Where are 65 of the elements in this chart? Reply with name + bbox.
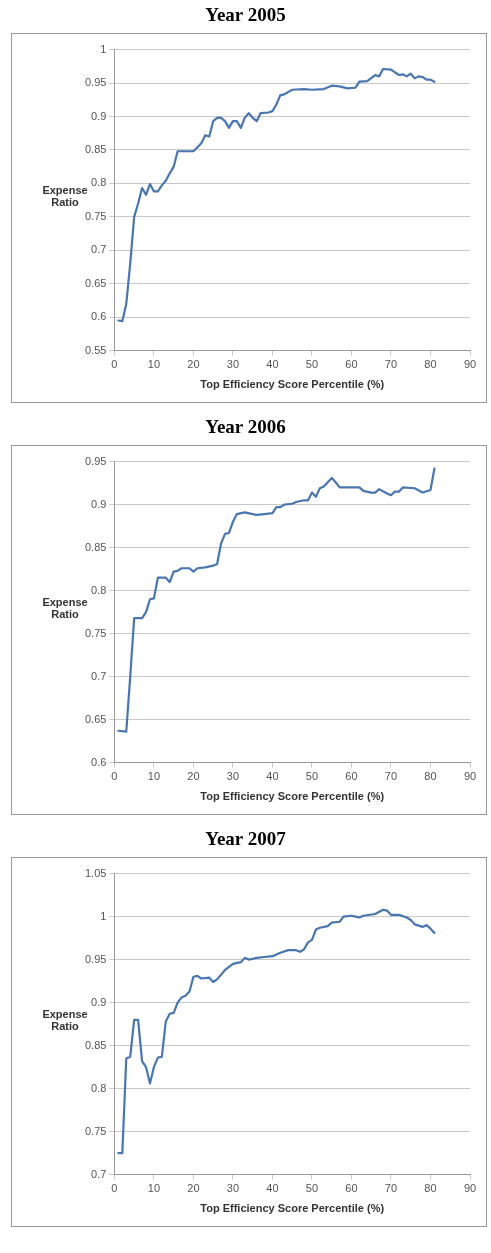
y-tick-label: 0.65 [84,712,107,725]
y-tick-label: 0.65 [84,276,107,289]
y-axis-title: Expense Ratio [41,1008,89,1032]
x-tick-label: 0 [111,358,118,371]
x-tick-label: 70 [384,1182,398,1195]
chart-title: Year 2007 [204,827,287,851]
y-tick-label: 0.7 [91,669,107,682]
x-tick-label: 60 [345,770,358,783]
y-tick-label: 0.8 [91,1081,107,1094]
x-axis-title: Top Efficiency Score Percentile (%) [200,378,385,391]
x-tick-label: 20 [187,358,200,371]
x-tick-label: 40 [266,1182,279,1195]
x-tick-label: 10 [147,1182,161,1195]
y-tick-label: 0.75 [84,209,107,222]
x-tick-label: 0 [111,770,118,783]
x-axis-title: Top Efficiency Score Percentile (%) [200,790,385,803]
x-tick-label: 20 [187,1182,200,1195]
x-tick-label: 50 [305,1182,319,1195]
x-tick-label: 40 [266,770,279,783]
x-tick-label: 0 [111,1182,118,1195]
x-tick-label: 50 [305,358,319,371]
x-tick-label: 30 [226,358,240,371]
x-tick-label: 90 [463,358,477,371]
y-axis-title: Expense Ratio [42,184,88,208]
chart-title: Year 2005 [204,3,287,27]
x-tick-label: 60 [345,358,358,371]
x-axis-title: Top Efficiency Score Percentile (%) [200,1202,385,1215]
x-tick-label: 60 [345,1182,358,1195]
y-tick-label: 0.6 [91,310,107,323]
x-tick-label: 70 [384,770,398,783]
y-tick-label: 0.9 [91,109,107,122]
y-tick-label: 0.7 [91,1167,107,1180]
y-axis-title: Expense Ratio [41,596,89,620]
x-tick-label: 90 [463,1182,477,1195]
y-tick-label: 0.6 [91,755,107,768]
y-tick-label: 0.9 [91,995,107,1008]
x-tick-label: 50 [305,770,319,783]
x-tick-label: 90 [463,770,477,783]
y-tick-label: 0.95 [84,454,107,467]
y-tick-label: 0.8 [91,583,107,596]
x-tick-label: 40 [266,358,279,371]
x-tick-label: 70 [384,358,398,371]
x-tick-label: 10 [147,358,161,371]
y-tick-label: 0.9 [91,497,107,510]
x-tick-label: 80 [424,1182,437,1195]
y-tick-label: 0.8 [91,176,107,189]
y-tick-label: 0.75 [84,1124,107,1137]
y-tick-label: 0.85 [84,540,107,553]
y-tick-label: 0.55 [84,343,107,356]
x-tick-label: 30 [226,1182,240,1195]
y-tick-label: 1.05 [84,866,107,879]
y-tick-label: 0.95 [84,952,107,965]
x-tick-label: 80 [424,770,437,783]
y-tick-label: 0.85 [84,142,107,155]
y-tick-label: 0.7 [91,243,107,256]
x-tick-label: 30 [226,770,240,783]
chart-title: Year 2006 [204,415,287,439]
x-tick-label: 20 [187,770,200,783]
y-tick-label: 1 [100,909,107,922]
y-tick-label: 0.85 [84,1038,107,1051]
y-tick-label: 0.95 [84,76,107,89]
y-tick-label: 0.75 [84,626,107,639]
x-tick-label: 80 [424,358,437,371]
x-tick-label: 10 [147,770,161,783]
y-tick-label: 1 [100,42,107,55]
